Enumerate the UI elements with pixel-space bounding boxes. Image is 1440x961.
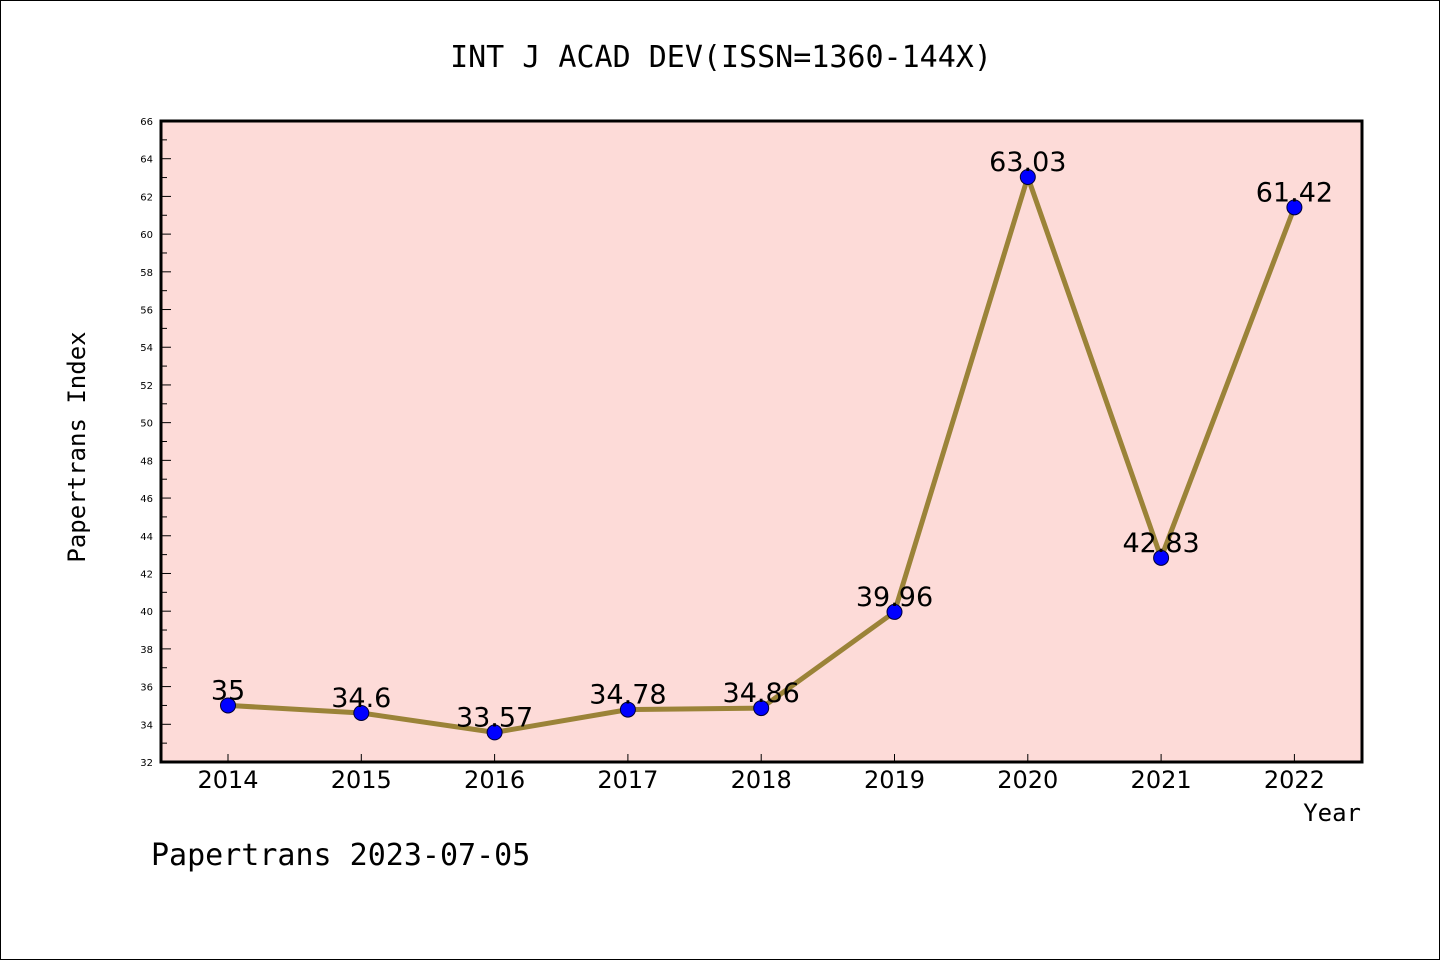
y-tick-label: 40 [140,607,153,618]
data-point [886,603,903,620]
data-point [619,701,636,718]
data-label: 35 [211,675,245,706]
y-tick-label: 52 [140,381,153,392]
x-tick-label: 2016 [464,766,525,794]
x-tick-label: 2022 [1264,766,1325,794]
y-tick-label: 50 [140,419,153,430]
y-tick-label: 58 [140,268,153,279]
y-tick-label: 54 [140,343,153,354]
data-labels: 35 34.6 33.57 34.78 34.86 39.96 63.03 42.83 61.4… [211,147,1333,733]
x-tick-label: 2018 [731,766,792,794]
data-point [1286,199,1303,216]
y-tick-label: 46 [140,494,153,505]
data-point [1019,168,1036,185]
y-tick-label: 56 [140,306,153,317]
x-tick-label: 2019 [864,766,925,794]
data-point [220,697,236,714]
y-tick-label: 38 [140,645,153,656]
series-index [220,168,1303,741]
x-tick-label: 2020 [997,766,1058,794]
data-label: 34.78 [589,680,666,711]
data-point [486,724,503,741]
y-axis-ticks: 32 34 36 38 40 42 44 46 48 50 52 54 56 58 60 62 64 66 [140,117,171,769]
data-label: 34.6 [331,683,391,714]
y-tick-label: 32 [140,758,153,769]
data-point [1153,549,1170,566]
chart-title: INT J ACAD DEV(ISSN=1360-144X) [450,40,992,75]
y-tick-label: 36 [140,683,153,694]
footer-date-text: Papertrans 2023-07-05 [151,838,530,873]
data-point [753,700,770,717]
y-tick-label: 34 [140,720,153,731]
y-tick-label: 42 [140,569,153,580]
plot-area [161,121,1362,762]
y-axis-label: Papertrans Index [63,331,91,562]
x-tick-label: 2021 [1131,766,1192,794]
data-label: 33.57 [456,702,533,733]
y-tick-label: 44 [140,532,153,543]
y-tick-label: 66 [140,117,153,128]
y-tick-label: 60 [140,230,153,241]
y-tick-label: 62 [140,192,153,203]
data-label: 42.83 [1122,528,1199,559]
data-label: 63.03 [989,147,1066,178]
x-axis-ticks: 2014 2015 2016 2017 2018 2019 2020 2021 2022 [197,754,1325,794]
x-axis-label: Year [1303,799,1361,827]
y-tick-label: 48 [140,456,153,467]
data-label: 39.96 [856,582,933,613]
x-tick-label: 2017 [597,766,658,794]
plot-border [159,119,1364,764]
data-label: 61.42 [1256,177,1333,208]
x-tick-label: 2015 [331,766,392,794]
y-tick-label: 64 [140,155,153,166]
x-tick-label: 2014 [197,766,258,794]
data-point [353,704,370,721]
data-label: 34.86 [723,678,800,709]
